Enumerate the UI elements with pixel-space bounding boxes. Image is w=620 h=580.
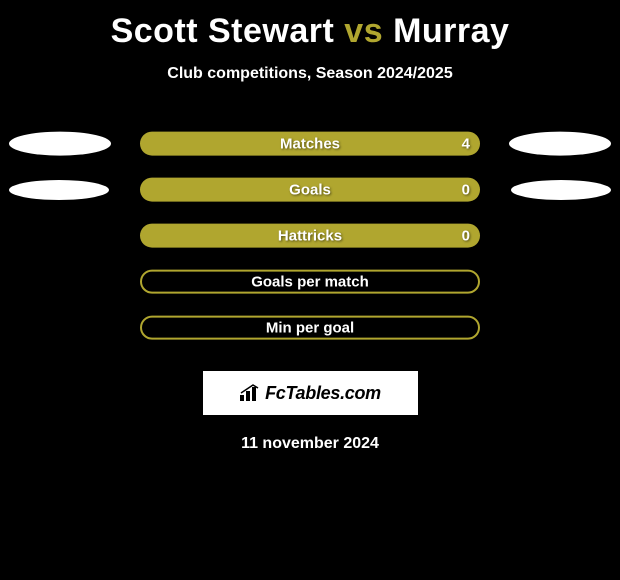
vs-text: vs bbox=[344, 12, 383, 50]
stat-label: Min per goal bbox=[142, 319, 478, 336]
date-text: 11 november 2024 bbox=[0, 435, 620, 453]
stat-row: Hattricks0 bbox=[0, 215, 620, 261]
stat-value: 0 bbox=[462, 227, 470, 244]
stat-label: Hattricks bbox=[140, 227, 480, 244]
logo-text: FcTables.com bbox=[265, 383, 381, 404]
stat-row: Min per goal bbox=[0, 307, 620, 353]
stat-value: 0 bbox=[462, 181, 470, 198]
logo: FcTables.com bbox=[239, 383, 381, 404]
right-ellipse bbox=[509, 132, 611, 156]
stat-bar: Min per goal bbox=[140, 316, 480, 340]
stat-label: Goals bbox=[140, 181, 480, 198]
right-ellipse bbox=[511, 180, 611, 200]
page-title: Scott Stewart vs Murray bbox=[0, 0, 620, 51]
stat-bar: Matches4 bbox=[140, 132, 480, 156]
player1-name: Scott Stewart bbox=[111, 12, 335, 50]
player2-name: Murray bbox=[393, 12, 509, 50]
stat-row: Goals0 bbox=[0, 169, 620, 215]
logo-box: FcTables.com bbox=[203, 371, 418, 415]
chart-icon bbox=[239, 384, 261, 402]
stat-row: Matches4 bbox=[0, 123, 620, 169]
stat-row: Goals per match bbox=[0, 261, 620, 307]
left-ellipse bbox=[9, 132, 111, 156]
stat-bar: Goals per match bbox=[140, 270, 480, 294]
left-ellipse bbox=[9, 180, 109, 200]
stats-chart: Matches4Goals0Hattricks0Goals per matchM… bbox=[0, 123, 620, 353]
stat-bar: Goals0 bbox=[140, 178, 480, 202]
stat-value: 4 bbox=[462, 135, 470, 152]
subtitle: Club competitions, Season 2024/2025 bbox=[0, 65, 620, 83]
stat-bar: Hattricks0 bbox=[140, 224, 480, 248]
stat-label: Matches bbox=[140, 135, 480, 152]
stat-label: Goals per match bbox=[142, 273, 478, 290]
